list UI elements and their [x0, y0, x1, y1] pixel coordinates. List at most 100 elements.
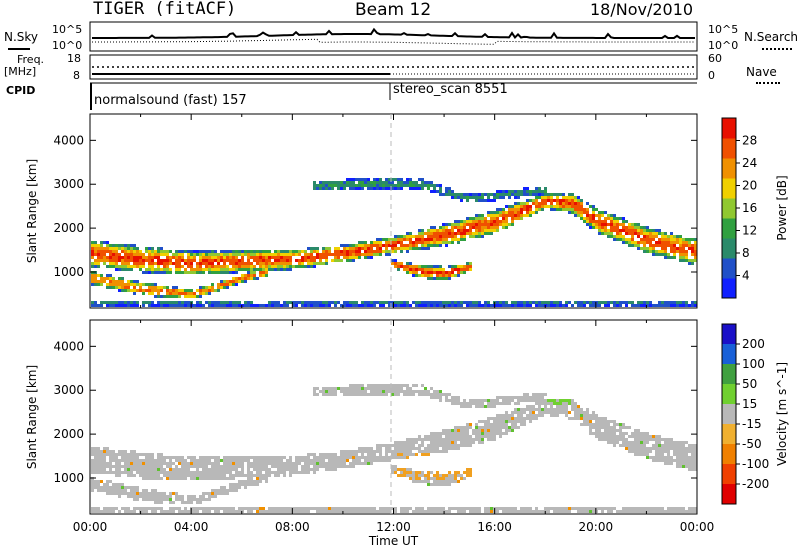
power-cell: [283, 250, 286, 253]
power-cell: [382, 238, 385, 241]
velocity-cell: [598, 420, 601, 423]
power-cell: [346, 181, 349, 184]
power-cell: [427, 265, 430, 268]
velocity-cell: [694, 456, 697, 459]
velocity-cell: [421, 438, 424, 441]
power-cell: [634, 241, 637, 244]
power-cell: [154, 253, 157, 256]
power-cell: [451, 268, 454, 271]
power-cell: [433, 235, 436, 238]
velocity-cell: [211, 462, 214, 465]
power-cell: [112, 265, 115, 268]
velocity-cell: [370, 393, 373, 396]
velocity-cell: [331, 468, 334, 471]
power-cell: [673, 253, 676, 256]
velocity-cell: [556, 414, 559, 417]
power-cell: [532, 199, 535, 202]
velocity-cell: [220, 459, 223, 462]
velocity-cell: [508, 420, 511, 423]
velocity-cell: [370, 456, 373, 459]
velocity-cell: [112, 465, 115, 468]
velocity-cell: [523, 510, 526, 513]
velocity-cell: [535, 507, 538, 510]
velocity-cell: [313, 468, 316, 471]
power-cell: [232, 301, 235, 304]
power-cell: [592, 205, 595, 208]
velocity-cell: [214, 492, 217, 495]
velocity-cell: [220, 489, 223, 492]
velocity-cell: [295, 465, 298, 468]
velocity-cell: [688, 456, 691, 459]
power-cell: [232, 250, 235, 253]
velocity-cell: [595, 423, 598, 426]
velocity-cell: [187, 465, 190, 468]
power-cell: [400, 184, 403, 187]
power-cell: [112, 262, 115, 265]
power-cell: [670, 250, 673, 253]
velocity-cell: [121, 486, 124, 489]
velocity-cell: [142, 465, 145, 468]
power-cell: [508, 196, 511, 199]
power-cell: [199, 295, 202, 298]
velocity-cell: [358, 459, 361, 462]
velocity-cell: [376, 447, 379, 450]
power-cell: [661, 253, 664, 256]
velocity-cell: [583, 423, 586, 426]
velocity-cell: [607, 420, 610, 423]
power-cell: [412, 268, 415, 271]
power-cell: [598, 304, 601, 307]
velocity-cell: [379, 393, 382, 396]
power-cell: [502, 190, 505, 193]
power-cell: [391, 238, 394, 241]
velocity-cell: [691, 465, 694, 468]
velocity-cell: [106, 465, 109, 468]
power-cell: [235, 253, 238, 256]
velocity-cell: [316, 459, 319, 462]
power-cell: [541, 208, 544, 211]
power-cell: [109, 247, 112, 250]
power-cell: [250, 277, 253, 280]
velocity-cell: [367, 510, 370, 513]
velocity-cell: [652, 444, 655, 447]
power-cell: [388, 181, 391, 184]
power-cell: [658, 238, 661, 241]
velocity-cell: [328, 387, 331, 390]
velocity-cell: [388, 444, 391, 447]
velocity-cell: [331, 390, 334, 393]
velocity-cell: [553, 402, 556, 405]
power-cell: [250, 274, 253, 277]
velocity-cell: [229, 459, 232, 462]
power-cell: [190, 250, 193, 253]
velocity-cell: [415, 471, 418, 474]
velocity-cell: [169, 498, 172, 501]
power-cell: [619, 238, 622, 241]
velocity-cell: [652, 447, 655, 450]
velocity-cell: [628, 507, 631, 510]
power-cell: [481, 232, 484, 235]
velocity-cell: [454, 480, 457, 483]
power-cell: [577, 202, 580, 205]
power-cell: [661, 247, 664, 250]
velocity-cell: [199, 459, 202, 462]
velocity-cell: [658, 456, 661, 459]
power-cell: [406, 235, 409, 238]
power-cell: [196, 271, 199, 274]
velocity-cell: [223, 462, 226, 465]
y-tick-label: 1000: [53, 471, 84, 485]
power-cell: [610, 232, 613, 235]
velocity-cell: [484, 432, 487, 435]
velocity-cell: [229, 489, 232, 492]
velocity-cell: [373, 453, 376, 456]
velocity-cell: [211, 465, 214, 468]
velocity-cell: [553, 399, 556, 402]
velocity-cell: [457, 429, 460, 432]
velocity-cell: [190, 456, 193, 459]
velocity-cell: [454, 438, 457, 441]
velocity-cell: [400, 441, 403, 444]
power-cell: [472, 235, 475, 238]
velocity-cell: [481, 429, 484, 432]
noise-left-label: N.Sky: [4, 30, 39, 44]
power-cell: [454, 301, 457, 304]
velocity-cell: [643, 447, 646, 450]
velocity-cell: [376, 387, 379, 390]
